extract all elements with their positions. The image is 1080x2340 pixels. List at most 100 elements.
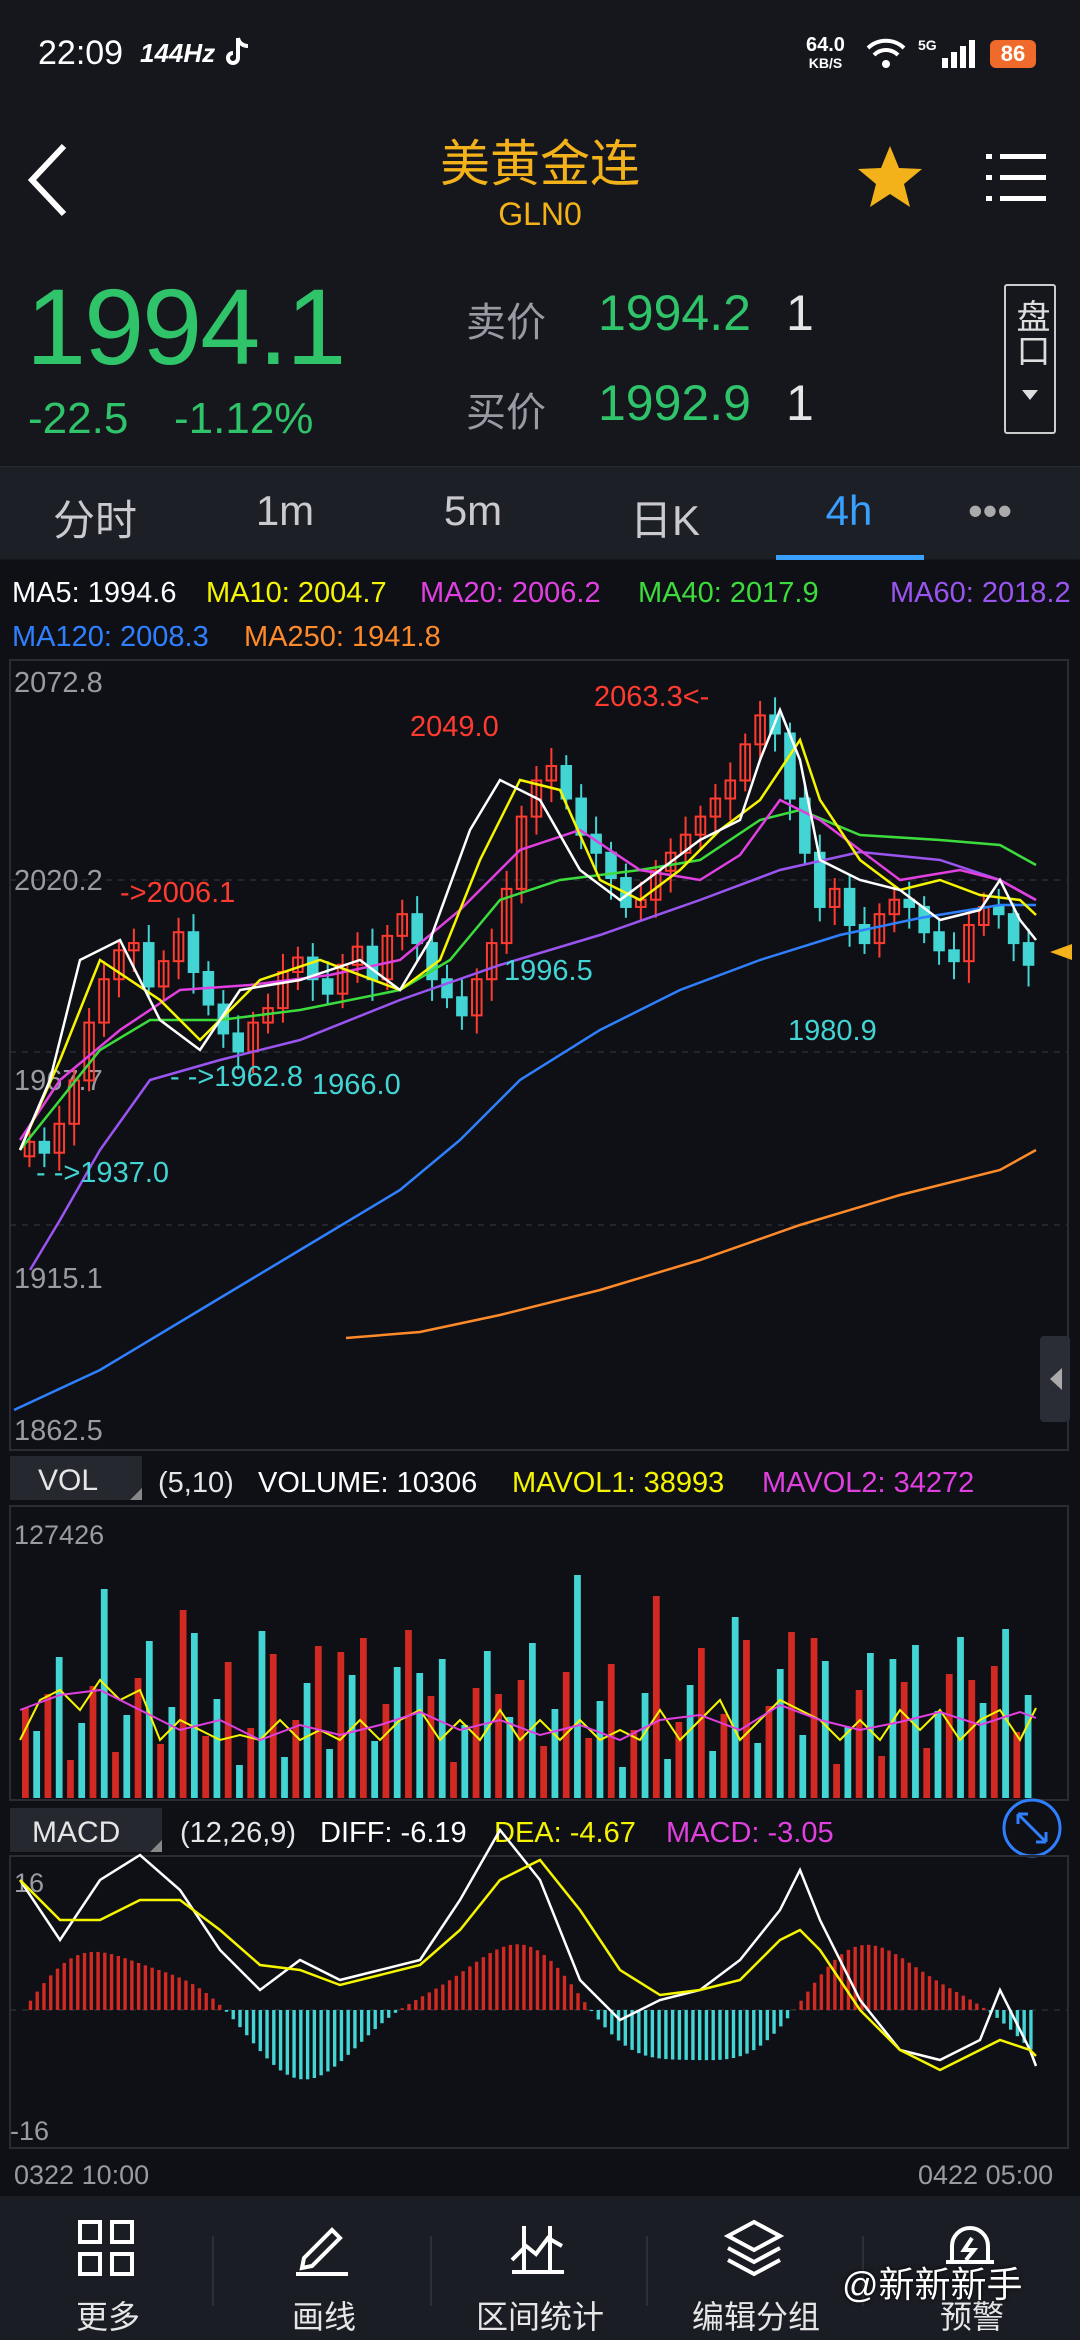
macd-bar — [468, 1966, 472, 2010]
macd-bar — [96, 1951, 100, 2010]
tab-timeshare[interactable]: 分时 — [30, 487, 160, 548]
volume-bar — [551, 1709, 559, 1798]
vol-label: VOL — [38, 1464, 98, 1497]
corner-triangle-icon — [150, 1840, 162, 1852]
volume-bar — [55, 1657, 63, 1798]
macd-bar — [772, 2010, 776, 2034]
instrument-code: GLN0 — [498, 196, 582, 232]
macd-bar — [339, 2010, 344, 2062]
candle-body — [992, 905, 1005, 916]
macd-bar — [76, 1955, 80, 2010]
candle-body — [307, 956, 319, 981]
volume-bar — [529, 1643, 536, 1798]
macd-bar — [921, 1971, 925, 2010]
macd-bar — [529, 1946, 533, 2010]
draw-line-tool-button[interactable]: 画线 — [224, 2196, 424, 2340]
status-bar: 22:09 144Hz 64.0 KB/S 5G 86 — [0, 0, 1080, 110]
volume-bar — [878, 1756, 886, 1798]
tool-label: 预警 — [939, 2299, 1004, 2335]
bid-label: 买价 — [466, 391, 546, 435]
candle-body — [157, 960, 170, 988]
candle-body — [396, 913, 409, 937]
list-menu-icon[interactable] — [986, 150, 1046, 206]
range-stats-tool-button[interactable]: 区间统计 — [440, 2196, 640, 2340]
macd-bar — [461, 1971, 465, 2010]
macd-bar — [434, 1988, 438, 2010]
macd-bar — [752, 2010, 756, 2051]
tab-label: 分时 — [52, 497, 137, 544]
macd-indicator-button[interactable] — [10, 1808, 162, 1852]
candle-body — [843, 887, 856, 927]
macd-bar — [420, 1996, 425, 2010]
macd-bar — [245, 2010, 249, 2036]
macd-bar — [583, 2002, 587, 2010]
macd-bar — [332, 2010, 337, 2067]
kline-chart[interactable]: MA5: 1994.6 MA10: 2004.7 MA20: 2006.2 MA… — [0, 560, 1080, 2200]
volume-bar — [664, 1759, 671, 1798]
macd-bar — [961, 1995, 966, 2010]
macd-bar — [265, 2010, 269, 2059]
candle-body — [1007, 913, 1020, 945]
low-annotation: - ->1962.8 — [170, 1061, 303, 1093]
more-periods-icon[interactable]: ••• — [930, 487, 1050, 535]
macd-bar — [414, 2000, 418, 2010]
grid-icon — [78, 2220, 134, 2276]
macd-bar — [55, 1968, 60, 2010]
candle-body — [321, 978, 334, 995]
candle-body — [545, 765, 558, 782]
volume-bar — [675, 1722, 683, 1798]
order-book-button[interactable]: 盘口 — [1004, 284, 1056, 434]
macd-bar — [278, 2010, 283, 2071]
macd-bar — [1002, 2010, 1006, 2024]
macd-bar — [576, 1993, 580, 2010]
edit-group-tool-button[interactable]: 编辑分组 — [656, 2196, 856, 2340]
macd-bar — [907, 1962, 911, 2010]
volume-bar — [292, 1720, 300, 1798]
macd-bar — [184, 1980, 188, 2010]
macd-bar — [562, 1975, 567, 2010]
macd-bar — [49, 1975, 53, 2010]
macd-bar — [116, 1955, 121, 2010]
volume-bar — [326, 1749, 333, 1798]
macd-bar — [643, 2010, 648, 2056]
macd-bar — [197, 1988, 202, 2010]
volume-bar — [619, 1767, 626, 1798]
volume-bar — [281, 1757, 288, 1798]
volume-bar — [236, 1765, 243, 1798]
macd-bar — [373, 2010, 377, 2030]
macd-bar — [718, 2010, 722, 2060]
ma60-legend: MA60: 2018.2 — [890, 577, 1071, 609]
tool-label: 更多 — [75, 2299, 140, 2335]
vol-indicator-button[interactable] — [10, 1456, 142, 1500]
tab-daily-k[interactable]: 日K — [600, 487, 730, 548]
macd-bar — [400, 2008, 404, 2010]
volume-bar — [472, 1688, 480, 1798]
macd-bar — [846, 1949, 851, 2010]
candle-body — [799, 797, 811, 854]
volume-bar — [33, 1731, 41, 1798]
candle-body — [858, 924, 871, 945]
volume-bar — [574, 1575, 581, 1798]
volume-bar — [303, 1683, 311, 1798]
candle-body — [530, 779, 543, 818]
tab-4h[interactable]: 4h — [784, 487, 914, 535]
signal-icon: 5G — [918, 37, 975, 68]
corner-triangle-icon — [130, 1488, 142, 1500]
macd-histogram — [28, 1944, 1033, 2080]
more-tool-button[interactable]: 更多 — [8, 2196, 208, 2340]
alert-tool-button[interactable]: 预警 — [872, 2196, 1072, 2340]
macd-bar — [495, 1949, 499, 2010]
diff-line — [18, 1827, 1038, 2067]
macd-bar — [691, 2010, 695, 2061]
volume-bar — [348, 1675, 356, 1798]
candle-body — [441, 978, 453, 999]
star-icon[interactable] — [856, 144, 924, 210]
chevron-left-icon[interactable] — [24, 140, 74, 220]
macd-bar — [657, 2010, 661, 2059]
macd-bar — [123, 1958, 127, 2010]
tab-5m[interactable]: 5m — [408, 487, 538, 535]
volume-bar — [799, 1735, 807, 1798]
volume-bar — [1024, 1695, 1032, 1798]
tab-label: 日K — [629, 497, 700, 544]
tab-1m[interactable]: 1m — [220, 487, 350, 535]
